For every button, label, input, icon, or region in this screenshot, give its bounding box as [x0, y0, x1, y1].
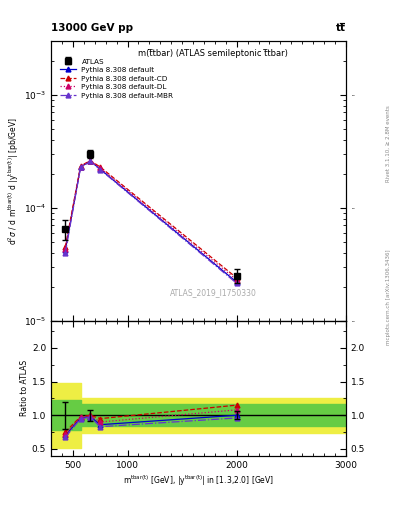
Pythia 8.308 default-MBR: [234, 280, 239, 286]
Pythia 8.308 default-CD: [88, 158, 93, 164]
Pythia 8.308 default-MBR: [78, 164, 83, 170]
Pythia 8.308 default: [88, 158, 93, 164]
Pythia 8.308 default-DL: [78, 163, 83, 169]
Y-axis label: d$^2\sigma$ / d m$^{\mathregular{tbar(t)}}$ d |y$^{\mathregular{tbar(t)}}$| [pb/: d$^2\sigma$ / d m$^{\mathregular{tbar(t)…: [7, 117, 21, 245]
Pythia 8.308 default-DL: [63, 246, 68, 252]
Text: m(t̅tbar) (ATLAS semileptonic t̅tbar): m(t̅tbar) (ATLAS semileptonic t̅tbar): [138, 49, 288, 58]
Pythia 8.308 default-DL: [88, 158, 93, 164]
Text: Rivet 3.1.10, ≥ 2.8M events: Rivet 3.1.10, ≥ 2.8M events: [386, 105, 391, 182]
Pythia 8.308 default: [63, 247, 68, 253]
Legend: ATLAS, Pythia 8.308 default, Pythia 8.308 default-CD, Pythia 8.308 default-DL, P: ATLAS, Pythia 8.308 default, Pythia 8.30…: [58, 56, 176, 101]
Pythia 8.308 default-CD: [63, 244, 68, 250]
Pythia 8.308 default-CD: [98, 164, 103, 170]
Line: Pythia 8.308 default-MBR: Pythia 8.308 default-MBR: [63, 159, 239, 286]
Line: Pythia 8.308 default: Pythia 8.308 default: [63, 159, 239, 285]
Pythia 8.308 default: [234, 279, 239, 285]
Pythia 8.308 default-CD: [234, 275, 239, 281]
Text: mcplots.cern.ch [arXiv:1306.3436]: mcplots.cern.ch [arXiv:1306.3436]: [386, 249, 391, 345]
Text: 13000 GeV pp: 13000 GeV pp: [51, 23, 133, 33]
Y-axis label: Ratio to ATLAS: Ratio to ATLAS: [20, 360, 29, 416]
Pythia 8.308 default-MBR: [63, 250, 68, 256]
Pythia 8.308 default: [78, 164, 83, 170]
Text: tt̅: tt̅: [336, 23, 346, 33]
Line: Pythia 8.308 default-CD: Pythia 8.308 default-CD: [63, 158, 239, 281]
Pythia 8.308 default-CD: [78, 163, 83, 169]
X-axis label: m$^{\mathregular{tbar(t)}}$ [GeV], |y$^{\mathregular{tbar(t)}}$| in [1.3,2.0] [G: m$^{\mathregular{tbar(t)}}$ [GeV], |y$^{…: [123, 474, 274, 488]
Pythia 8.308 default-MBR: [88, 158, 93, 164]
Text: ATLAS_2019_I1750330: ATLAS_2019_I1750330: [170, 288, 257, 297]
Pythia 8.308 default-MBR: [98, 166, 103, 173]
Pythia 8.308 default-DL: [234, 277, 239, 283]
Pythia 8.308 default: [98, 166, 103, 172]
Line: Pythia 8.308 default-DL: Pythia 8.308 default-DL: [63, 158, 239, 283]
Pythia 8.308 default-DL: [98, 165, 103, 171]
